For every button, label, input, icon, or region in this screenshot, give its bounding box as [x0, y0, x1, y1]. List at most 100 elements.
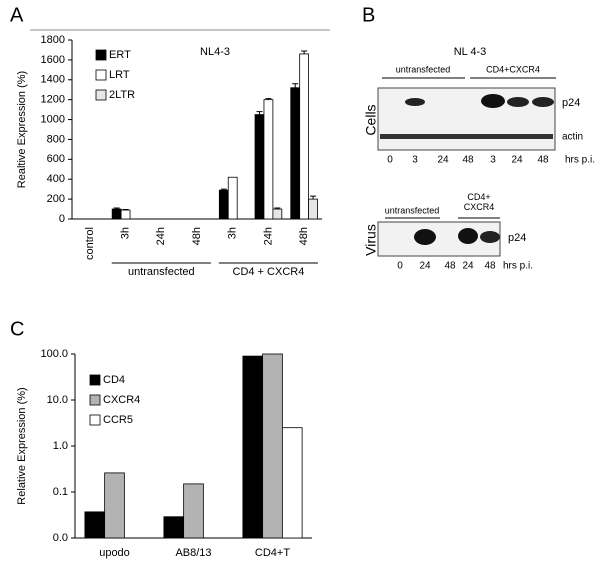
y-tick-label: 10.0 — [47, 394, 68, 406]
legend-label: LRT — [109, 69, 130, 81]
x-tick-label: 24h — [262, 227, 274, 245]
blot-band — [532, 97, 554, 107]
x-tick-label: CD4+T — [255, 547, 290, 559]
y-tick-label: 100.0 — [40, 348, 68, 360]
error-bar — [310, 195, 317, 200]
legend-label: ERT — [109, 49, 131, 61]
x-tick-label: 24h — [155, 227, 167, 245]
lane-label: 24 — [462, 261, 474, 272]
lane-label: 3 — [490, 155, 496, 166]
blot-band — [507, 97, 529, 107]
bar — [262, 353, 283, 539]
group-label: untransfected — [396, 64, 451, 74]
bar — [281, 427, 303, 539]
y-tick-label: 1.0 — [53, 440, 68, 452]
error-bar — [301, 50, 308, 54]
group-label: CD4+ CXCR4 — [463, 192, 495, 212]
lane-label: 0 — [397, 261, 403, 272]
side-label: Cells — [363, 104, 379, 135]
lane-label: 48 — [484, 261, 496, 272]
blot-virus — [377, 221, 501, 257]
legend-swatch — [89, 414, 101, 426]
y-tick-label: 1400 — [41, 74, 65, 86]
x-tick-label: AB8/13 — [175, 547, 211, 559]
bar — [120, 209, 131, 220]
lane-label: 3 — [412, 155, 418, 166]
x-tick-label: control — [84, 227, 96, 260]
legend-swatch — [95, 89, 107, 101]
legend-label: CCR5 — [103, 414, 133, 426]
bar — [104, 472, 125, 539]
y-tick-label: 600 — [47, 153, 65, 165]
x-tick-label: 3h — [119, 227, 131, 239]
legend-label: 2LTR — [109, 89, 135, 101]
x-tick-label: upodo — [99, 547, 130, 559]
chart-title: NL4-3 — [200, 46, 230, 58]
lane-label: 24 — [437, 155, 449, 166]
legend-label: CD4 — [103, 374, 125, 386]
lane-label: 48 — [462, 155, 474, 166]
band-label: actin — [562, 132, 583, 143]
bar — [242, 355, 264, 539]
group-label: untransfected — [385, 205, 440, 215]
blot-band — [414, 229, 436, 245]
bar — [84, 511, 106, 539]
blot-band — [481, 94, 505, 108]
unit-label: hrs p.i. — [565, 155, 595, 166]
bar — [163, 516, 185, 539]
x-tick-label: 48h — [298, 227, 310, 245]
bar — [183, 483, 204, 539]
y-axis-label: Realtive Expression (%) — [16, 71, 28, 188]
panel-label: C — [10, 318, 24, 340]
y-tick-label: 1000 — [41, 113, 65, 125]
lane-label: 24 — [419, 261, 431, 272]
panel-label: B — [362, 4, 375, 26]
blot-band — [480, 231, 500, 243]
x-tick-label: 3h — [227, 227, 239, 239]
bar — [254, 114, 265, 220]
band-label: p24 — [508, 232, 526, 244]
error-bar — [220, 188, 227, 191]
lane-label: 48 — [444, 261, 456, 272]
bar — [308, 198, 318, 220]
panel-label: A — [10, 4, 24, 26]
lane-label: 48 — [537, 155, 549, 166]
blot-band — [380, 134, 553, 139]
y-tick-label: 1600 — [41, 54, 65, 66]
group-label: CD4+CXCR4 — [486, 64, 540, 74]
y-axis-label: Relative Expression (%) — [16, 387, 28, 504]
group-label: CD4 + CXCR4 — [233, 266, 305, 278]
error-bar — [265, 98, 272, 100]
error-bar — [113, 207, 120, 210]
y-tick-label: 0.1 — [53, 486, 68, 498]
y-tick-label: 1800 — [41, 34, 65, 46]
error-bar — [292, 83, 299, 88]
bar — [227, 176, 238, 220]
x-tick-label: 48h — [191, 227, 203, 245]
y-tick-label: 0.0 — [53, 532, 68, 544]
legend-swatch — [89, 394, 101, 406]
group-label: untransfected — [128, 266, 195, 278]
blot-band — [458, 228, 478, 244]
bar — [272, 208, 283, 220]
unit-label: hrs p.i. — [503, 261, 533, 272]
y-tick-label: 0 — [59, 213, 65, 225]
bar — [111, 208, 122, 220]
y-tick-label: 1200 — [41, 94, 65, 106]
blot-cells — [377, 87, 556, 151]
y-tick-label: 800 — [47, 133, 65, 145]
bar — [299, 53, 310, 220]
legend-swatch — [95, 49, 107, 61]
y-tick-label: 400 — [47, 173, 65, 185]
bar — [263, 99, 274, 220]
bar — [218, 189, 229, 220]
y-tick-label: 200 — [47, 193, 65, 205]
lane-label: 24 — [511, 155, 523, 166]
lane-label: 0 — [387, 155, 393, 166]
legend-label: CXCR4 — [103, 394, 140, 406]
band-label: p24 — [562, 97, 580, 109]
error-bar — [274, 207, 281, 210]
blot-title: NL 4-3 — [454, 46, 487, 58]
